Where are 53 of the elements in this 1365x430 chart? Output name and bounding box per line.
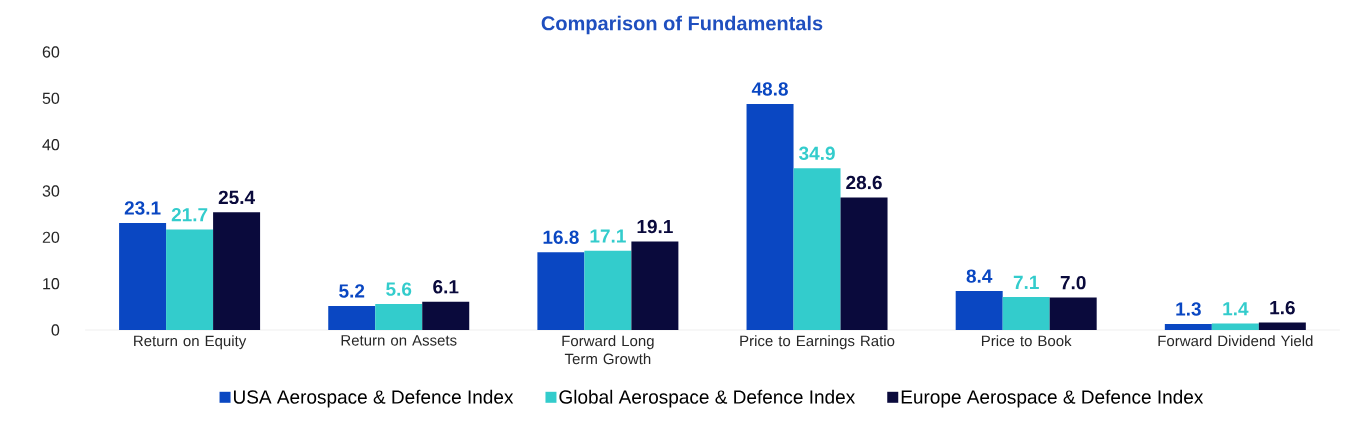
bar [631,241,679,330]
data-label: 28.6 [846,175,882,190]
data-label: 25.4 [218,190,255,205]
y-tick-label: 30 [42,185,60,197]
data-label: 1.4 [1223,302,1249,316]
bar [119,222,167,330]
bar [166,229,214,330]
y-tick-label: 60 [42,46,60,58]
y-tick-label: 0 [51,324,60,336]
data-label: 6.1 [433,280,459,294]
bar [213,212,261,330]
bar [1211,323,1259,330]
data-label: 34.9 [798,146,835,161]
x-tick-label: Forward Dividend Yield [1158,335,1313,347]
bar [1049,297,1097,330]
data-label: 17.1 [590,229,626,243]
data-label: 48.8 [751,82,788,96]
bar [746,103,794,330]
legend-label: Europe Aerospace & Defence Index [901,389,1204,408]
x-tick-label: Price to Earnings Ratio [740,335,895,350]
data-label: 19.1 [637,219,673,234]
data-label: 7.1 [1013,275,1039,289]
data-label: 21.7 [171,207,208,222]
x-tick-label: Price to Book [981,335,1072,347]
data-label: 1.3 [1176,302,1201,316]
legend-label: Global Aerospace & Defence Index [559,389,855,408]
bar [1164,323,1212,330]
data-label: 1.6 [1270,300,1295,315]
y-tick-label: 50 [42,92,60,104]
bar [955,291,1003,330]
chart-title: Comparison of Fundamentals [541,15,823,35]
bar [793,168,841,330]
x-tick-label: Forward Long Term Growth [562,335,654,365]
bar [1002,297,1050,330]
data-label: 5.2 [339,284,365,298]
bar [840,197,888,330]
bar [328,305,376,330]
x-tick-label: Return on Assets [341,335,457,346]
y-tick-label: 20 [42,231,60,243]
legend-label: USA Aerospace & Defence Index [234,389,514,408]
y-tick-label: 40 [42,139,60,151]
data-label: 8.4 [966,269,993,283]
data-label: 5.6 [386,282,412,296]
bar [422,301,470,330]
bar [584,250,632,330]
bar [537,252,585,330]
x-tick-label: Return on Equity [134,335,247,350]
bar [1258,322,1306,330]
y-tick-label: 10 [43,278,60,290]
bar [375,304,423,330]
data-label: 16.8 [543,230,579,244]
data-label: 7.0 [1060,275,1086,290]
data-label: 23.1 [124,201,161,215]
